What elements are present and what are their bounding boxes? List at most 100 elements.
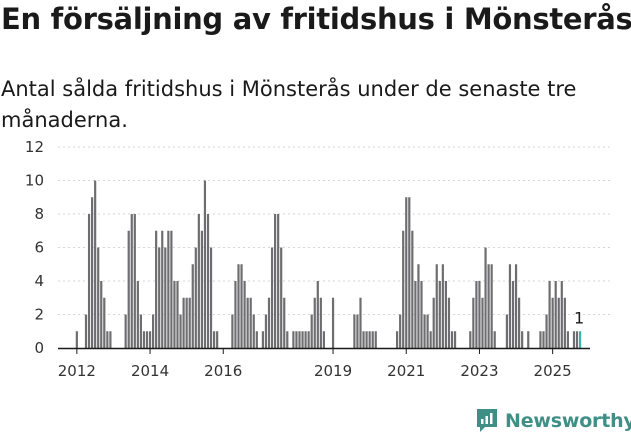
x-tick-label: 2014 bbox=[131, 362, 169, 380]
x-tick-label: 2019 bbox=[314, 362, 352, 380]
bar bbox=[511, 281, 515, 348]
bar bbox=[280, 247, 283, 348]
bar bbox=[414, 281, 417, 348]
bar bbox=[353, 314, 356, 348]
bar bbox=[152, 314, 155, 348]
bar bbox=[307, 331, 310, 348]
x-tick-label: 2023 bbox=[460, 362, 498, 380]
bar bbox=[481, 297, 484, 348]
bar bbox=[182, 297, 185, 348]
bar bbox=[286, 331, 289, 348]
bar bbox=[100, 281, 103, 348]
bar bbox=[310, 314, 313, 348]
bar bbox=[521, 331, 524, 348]
bar bbox=[505, 314, 508, 348]
bar bbox=[237, 264, 240, 348]
bar bbox=[188, 297, 191, 348]
bar bbox=[545, 314, 548, 348]
x-tick-label: 2021 bbox=[387, 362, 425, 380]
bar bbox=[267, 297, 271, 348]
bar-chart: 0 2 4 6 8 10 12 2012 2014 2016 2019 2021 2023 2025 1 bbox=[25, 138, 612, 380]
x-tick-label: 2012 bbox=[58, 362, 96, 380]
bar bbox=[304, 331, 307, 348]
bar bbox=[356, 314, 359, 348]
bar bbox=[158, 247, 161, 348]
bar bbox=[408, 197, 411, 348]
bar bbox=[145, 331, 149, 348]
bar bbox=[173, 281, 176, 348]
bar bbox=[396, 331, 399, 348]
bar bbox=[148, 331, 152, 348]
bar bbox=[161, 230, 164, 348]
bar bbox=[87, 214, 91, 348]
bar bbox=[243, 281, 246, 348]
bar bbox=[167, 230, 170, 348]
bar bbox=[216, 331, 219, 348]
bar bbox=[164, 247, 167, 348]
bar bbox=[75, 331, 78, 348]
bar bbox=[255, 331, 258, 348]
x-axis: 2012 2014 2016 2019 2021 2023 2025 bbox=[58, 347, 590, 380]
bar bbox=[246, 297, 249, 348]
y-axis-ticks: 0 2 4 6 8 10 12 bbox=[25, 138, 44, 357]
bar bbox=[231, 314, 234, 348]
bar bbox=[179, 314, 182, 348]
bar bbox=[444, 281, 447, 348]
bar bbox=[374, 331, 377, 348]
bars bbox=[75, 180, 582, 348]
bar bbox=[139, 314, 142, 348]
bar bbox=[371, 331, 374, 348]
bar bbox=[447, 297, 451, 348]
bar bbox=[475, 281, 478, 348]
annotations: 1 bbox=[574, 308, 584, 327]
bar bbox=[252, 314, 255, 348]
bar bbox=[97, 247, 100, 348]
bar bbox=[185, 297, 188, 348]
bar bbox=[548, 281, 551, 348]
bar bbox=[170, 230, 173, 348]
bar bbox=[450, 331, 454, 348]
bar bbox=[194, 247, 197, 348]
bar bbox=[301, 331, 304, 348]
bar bbox=[514, 264, 518, 348]
bar bbox=[234, 281, 237, 348]
bar bbox=[298, 331, 301, 348]
gridlines bbox=[58, 146, 612, 315]
bar bbox=[484, 247, 487, 348]
bar bbox=[295, 331, 298, 348]
bar bbox=[109, 331, 112, 348]
y-tick-label: 8 bbox=[34, 205, 44, 223]
bar bbox=[274, 214, 277, 348]
bar bbox=[441, 264, 444, 348]
y-tick-label: 4 bbox=[34, 272, 44, 290]
bar bbox=[106, 331, 109, 348]
bar bbox=[213, 331, 216, 348]
bar bbox=[91, 197, 94, 348]
y-tick-label: 0 bbox=[34, 339, 44, 357]
bar bbox=[319, 297, 322, 348]
bar bbox=[127, 230, 130, 348]
bar bbox=[405, 197, 408, 348]
bar bbox=[453, 331, 457, 348]
bar bbox=[438, 281, 441, 348]
bar bbox=[411, 230, 414, 348]
bar bbox=[420, 281, 423, 348]
bar bbox=[84, 314, 88, 348]
bar bbox=[197, 214, 200, 348]
y-tick-label: 12 bbox=[25, 138, 44, 156]
bar bbox=[277, 214, 280, 348]
bar bbox=[487, 264, 490, 348]
brand-name: Newsworthy bbox=[505, 410, 631, 432]
y-tick-label: 2 bbox=[34, 306, 44, 324]
bar bbox=[313, 297, 316, 348]
bar bbox=[554, 281, 557, 348]
bar bbox=[283, 297, 286, 348]
bar bbox=[176, 281, 179, 348]
bar bbox=[423, 314, 426, 348]
bar bbox=[261, 331, 264, 348]
bar bbox=[432, 297, 435, 348]
newsworthy-logo: Newsworthy bbox=[475, 405, 631, 437]
bar bbox=[316, 281, 319, 348]
bar bbox=[103, 297, 106, 348]
bar bbox=[203, 180, 207, 348]
